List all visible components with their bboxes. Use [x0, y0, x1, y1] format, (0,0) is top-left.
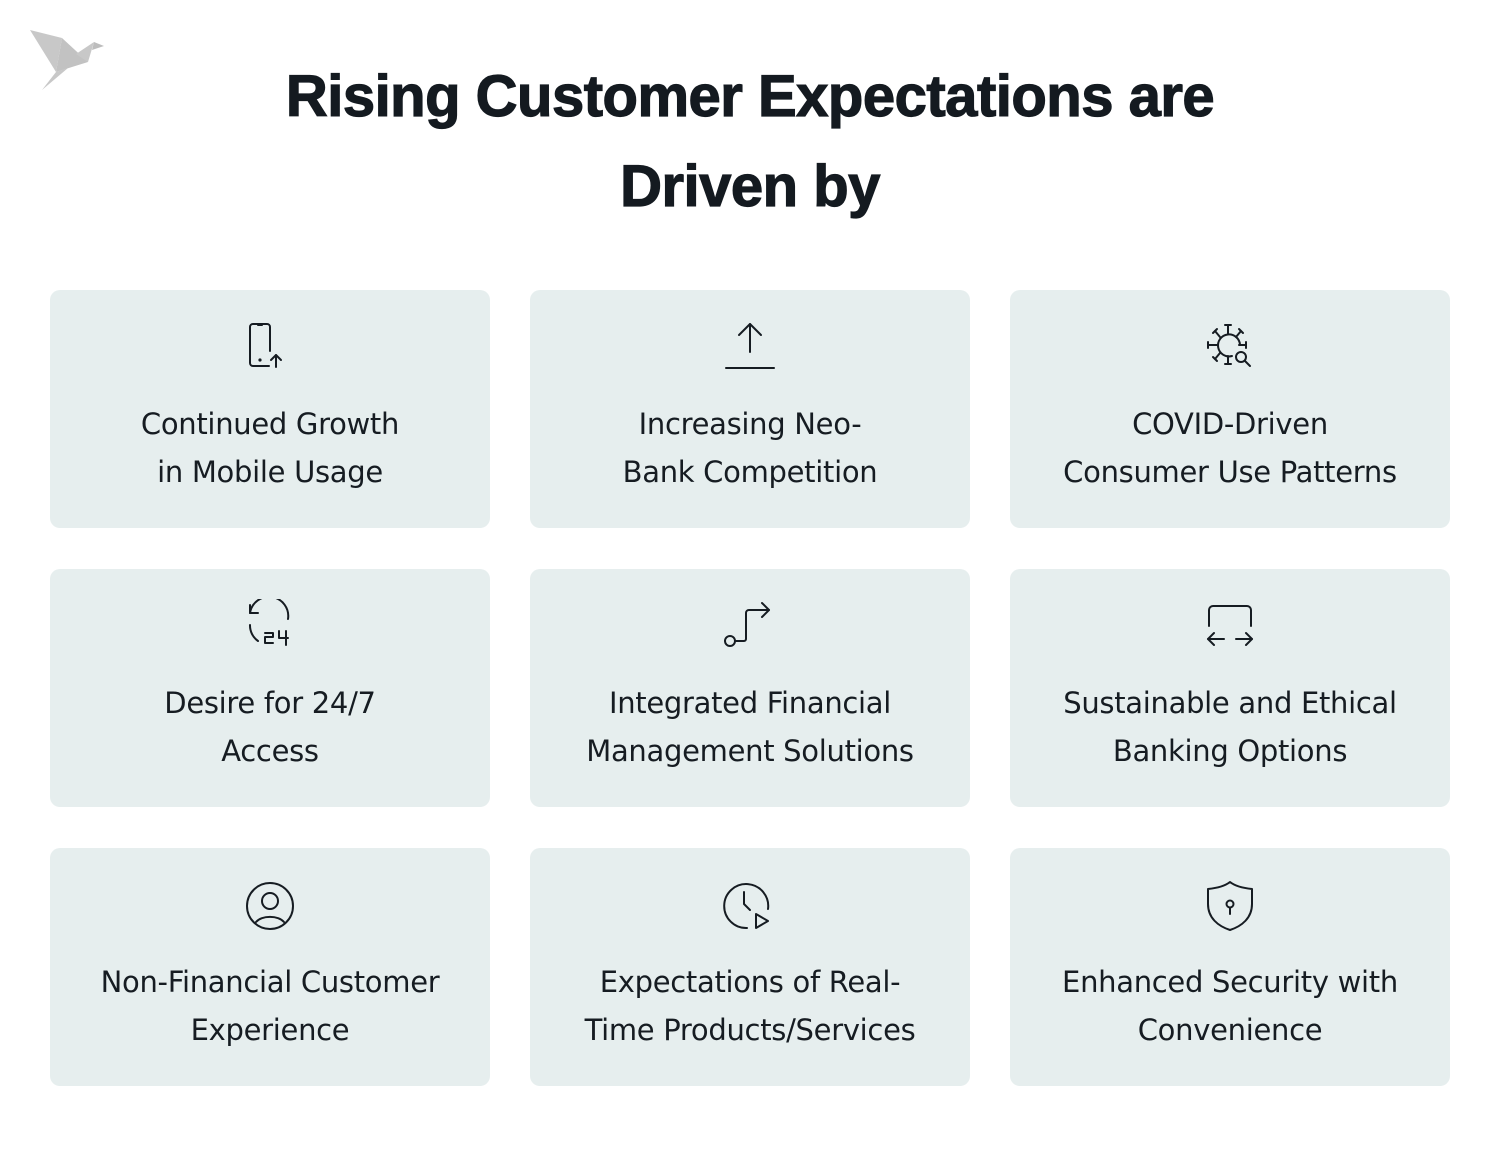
card-mobile-usage: Continued Growth in Mobile Usage	[50, 290, 490, 528]
card-label: Desire for 24/7 Access	[164, 686, 376, 768]
card-label: Expectations of Real- Time Products/Serv…	[584, 965, 916, 1047]
card-sustainable-banking: Sustainable and Ethical Banking Options	[1010, 569, 1450, 807]
card-neo-bank: Increasing Neo- Bank Competition	[530, 290, 970, 528]
virus-search-icon	[1202, 320, 1258, 376]
card-label: Increasing Neo- Bank Competition	[622, 407, 878, 489]
card-enhanced-security: Enhanced Security with Convenience	[1010, 848, 1450, 1086]
route-arrow-icon	[722, 599, 778, 655]
bracket-arrows-icon	[1202, 599, 1258, 655]
upload-arrow-icon	[722, 320, 778, 376]
user-circle-icon	[242, 878, 298, 934]
card-label: Continued Growth in Mobile Usage	[140, 407, 400, 489]
card-label: COVID-Driven Consumer Use Patterns	[1063, 407, 1397, 489]
card-real-time-products: Expectations of Real- Time Products/Serv…	[530, 848, 970, 1086]
24-hour-icon	[242, 599, 298, 655]
shield-keyhole-icon	[1202, 878, 1258, 934]
card-non-financial-experience: Non-Financial Customer Experience	[50, 848, 490, 1086]
card-integrated-financial: Integrated Financial Management Solution…	[530, 569, 970, 807]
card-24-7-access: Desire for 24/7 Access	[50, 569, 490, 807]
clock-play-icon	[722, 878, 778, 934]
origami-bird-icon	[28, 28, 108, 92]
title-line-1: Rising Customer Expectations are	[285, 63, 1215, 129]
page-title: Rising Customer Expectations are Driven …	[0, 52, 1500, 232]
card-covid: COVID-Driven Consumer Use Patterns	[1010, 290, 1450, 528]
card-label: Non-Financial Customer Experience	[100, 965, 440, 1047]
card-label: Integrated Financial Management Solution…	[586, 686, 914, 768]
card-label: Sustainable and Ethical Banking Options	[1063, 686, 1397, 768]
mobile-growth-icon	[242, 320, 298, 376]
card-label: Enhanced Security with Convenience	[1062, 965, 1398, 1047]
drivers-grid: Continued Growth in Mobile Usage Increas…	[50, 290, 1450, 1086]
title-line-2: Driven by	[619, 153, 881, 219]
